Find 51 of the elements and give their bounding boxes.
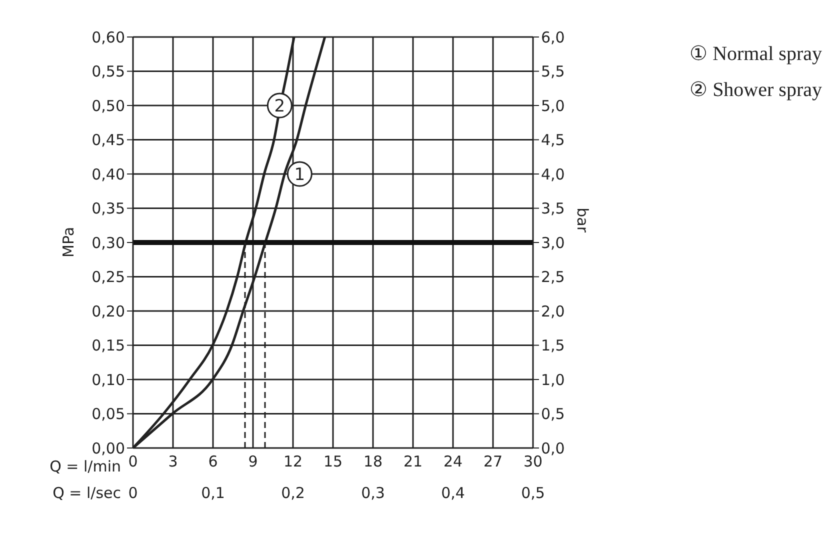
- y2-tick-label: 3,5: [541, 200, 565, 218]
- y-tick-label: 0,55: [92, 62, 125, 81]
- y-tick-label: 0,50: [92, 96, 125, 115]
- x-tick-label: 0: [128, 452, 138, 471]
- x-tick-label: 30: [523, 452, 543, 471]
- x-tick-label: 21: [403, 452, 423, 471]
- y2-tick-label: 5,5: [541, 62, 565, 81]
- y-tick-label: 0,15: [92, 336, 125, 355]
- y2-tick-label: 2,0: [541, 302, 565, 320]
- y-tick-label: 0,00: [92, 439, 125, 458]
- annotation: 1: [294, 165, 306, 186]
- y2-tick-label: 3,0: [541, 234, 565, 252]
- y2-tick-label: 5,0: [541, 96, 565, 115]
- x2-tick-label: 0: [128, 484, 138, 502]
- x-tick-label: 27: [483, 452, 503, 471]
- y2-tick-label: 1,5: [541, 336, 565, 355]
- x-tick-label: 6: [208, 452, 218, 471]
- y-tick-label: 0,20: [92, 302, 125, 320]
- y2-tick-label: 0,5: [541, 405, 565, 424]
- y-tick-label: 0,05: [92, 405, 125, 424]
- x-tick-label: 3: [168, 452, 178, 471]
- x2-tick-label: 0,3: [361, 484, 385, 502]
- y-tick-label: 0,45: [92, 131, 125, 150]
- text: ① Normal spray: [690, 42, 822, 67]
- x2-tick-label: 0,2: [281, 484, 305, 502]
- y2-axis-title: bar: [574, 208, 592, 234]
- y-tick-label: 0,30: [92, 234, 125, 252]
- x-tick-label: 9: [248, 452, 258, 471]
- y-axis-title: MPa: [59, 226, 78, 258]
- x-tick-label: 15: [323, 452, 343, 471]
- x2-tick-label: 0,1: [201, 484, 225, 502]
- x-tick-label: 18: [363, 452, 383, 471]
- y-tick-label: 0,60: [92, 28, 125, 46]
- x2-axis-title: Q = l/sec: [52, 484, 121, 502]
- y2-tick-label: 0,0: [541, 439, 565, 458]
- x-axis-title: Q = l/min: [50, 457, 121, 476]
- x2-tick-label: 0,5: [521, 484, 545, 502]
- y-tick-label: 0,25: [92, 268, 125, 286]
- x-tick-label: 24: [443, 452, 463, 471]
- y2-tick-label: 1,0: [541, 370, 565, 389]
- x2-tick-label: 0,4: [441, 484, 465, 502]
- y-tick-label: 0,35: [92, 200, 125, 218]
- y-tick-label: 0,40: [92, 165, 125, 184]
- x-tick-label: 12: [283, 452, 303, 471]
- y2-tick-label: 6,0: [541, 28, 565, 46]
- y2-tick-label: 4,5: [541, 131, 565, 150]
- y2-tick-label: 4,0: [541, 165, 565, 184]
- annotation: 2: [274, 96, 286, 117]
- y-tick-label: 0,10: [92, 370, 125, 389]
- y2-tick-label: 2,5: [541, 268, 565, 286]
- text: ② Shower spray: [690, 78, 822, 103]
